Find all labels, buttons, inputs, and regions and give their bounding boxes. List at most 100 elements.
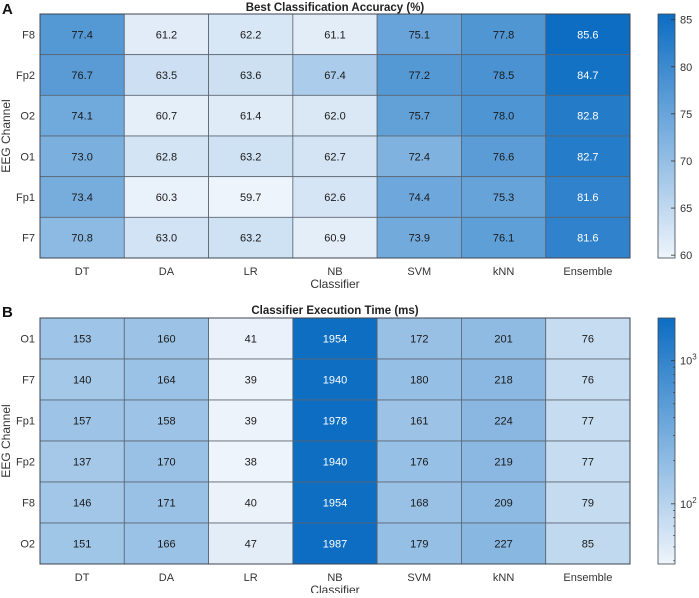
x-tick-label: NB [327,572,342,584]
heatmap-cell [208,176,294,218]
cell-value-label: 85.6 [577,29,598,41]
panel-label: A [2,1,13,18]
cell-value-label: 74.4 [409,192,430,204]
cell-value-label: 137 [73,457,91,469]
cell-value-label: 168 [410,498,428,510]
heatmap-panel-a: A Best Classification Accuracy (%) 77.4 61.… [0,1,692,291]
heatmap-cell [292,522,378,565]
colorbar [657,317,676,565]
x-tick-label: kNN [493,266,514,278]
heatmap-cell [208,54,294,96]
cell-value-label: 180 [410,375,428,387]
cell-value-label: 78.0 [493,111,514,123]
cell-value-label: 179 [410,539,428,551]
cell-value-label: 1954 [323,334,347,346]
cell-value-label: 1954 [323,498,347,510]
heatmap-cell [376,94,462,137]
cell-value-label: 62.6 [324,192,345,204]
cell-value-label: 1940 [323,375,347,387]
cell-value-label: 39 [245,375,257,387]
x-tick-label: SVM [407,572,431,584]
cell-value-label: 82.8 [577,111,598,123]
cell-value-label: 63.2 [240,151,261,163]
cell-value-label: 77.2 [409,70,430,82]
y-tick-label: F7 [22,375,35,387]
colorbar [657,13,676,259]
x-axis-label: Classifier [310,277,359,291]
cell-value-label: 82.7 [577,151,598,163]
cell-value-label: 161 [410,416,428,428]
heatmap-cell [376,317,462,360]
cell-value-label: 73.4 [71,192,92,204]
heatmap-cell [545,358,631,401]
heatmap-cell [292,399,378,442]
heatmap-cell [292,358,378,401]
heatmap-cell [461,358,547,401]
cell-value-label: 60.7 [156,111,177,123]
cell-value-label: 76.6 [493,151,514,163]
cell-value-label: 164 [157,375,175,387]
cell-value-label: 75.3 [493,192,514,204]
cell-value-label: 63.6 [240,70,261,82]
cell-value-label: 77 [582,416,594,428]
heatmap-cell [545,135,631,178]
cell-value-label: 75.1 [409,29,430,41]
heatmap-cell [461,13,547,56]
cell-value-label: 140 [73,375,91,387]
heatmap-cell [123,399,209,442]
cell-value-label: 59.7 [240,192,261,204]
cell-value-label: 172 [410,334,428,346]
heatmap-cell [545,216,631,259]
cell-value-label: 151 [73,539,91,551]
y-tick-label: O1 [20,334,35,346]
cell-value-label: 146 [73,498,91,510]
heatmap-cell [292,135,378,178]
cell-value-label: 76 [582,334,594,346]
cell-value-label: 209 [494,498,512,510]
heatmap-cell [123,13,209,56]
cell-value-label: 74.1 [71,111,92,123]
cell-value-label: 40 [245,498,257,510]
x-tick-label: LR [244,572,258,584]
cell-value-label: 62.8 [156,151,177,163]
heatmap-cell [545,522,631,565]
heatmap-cell [461,440,547,483]
heatmap-cell [292,440,378,483]
heatmap-cell [376,481,462,524]
cell-value-label: 76.7 [71,70,92,82]
heatmap-cell [292,94,378,137]
heatmap-cell [123,216,209,259]
heatmap-cell [39,399,125,442]
heatmap-cell [376,54,462,96]
cell-value-label: 62.7 [324,151,345,163]
heatmap-cell [123,135,209,178]
heatmap-cell [208,481,294,524]
heatmap-cell [545,54,631,96]
cell-value-label: 218 [494,375,512,387]
cell-value-label: 61.1 [324,29,345,41]
plot-border [39,317,631,565]
y-axis-label: EEG Channel [0,99,13,172]
cell-value-label: 41 [245,334,257,346]
y-tick-label: F8 [22,498,35,510]
cell-value-label: 84.7 [577,70,598,82]
colorbar-tick-label: 70 [680,156,692,168]
heatmap-cell [292,317,378,360]
y-tick-label: F7 [22,233,35,245]
cell-value-label: 76 [582,375,594,387]
cell-value-label: 224 [494,416,512,428]
heatmap-cell [39,13,125,56]
colorbar-tick-label: 75 [680,109,692,121]
cell-value-label: 158 [157,416,175,428]
cell-value-label: 171 [157,498,175,510]
cell-value-label: 201 [494,334,512,346]
cell-value-label: 170 [157,457,175,469]
y-tick-label: O1 [20,151,35,163]
heatmap-panel-b: B Classifier Execution Time (ms) 153 160 41 1… [0,304,697,597]
heatmap-cell [376,216,462,259]
panel-label: B [2,304,13,321]
x-tick-label: LR [244,266,258,278]
cell-value-label: 63.0 [156,233,177,245]
cell-value-label: 77.4 [71,29,92,41]
